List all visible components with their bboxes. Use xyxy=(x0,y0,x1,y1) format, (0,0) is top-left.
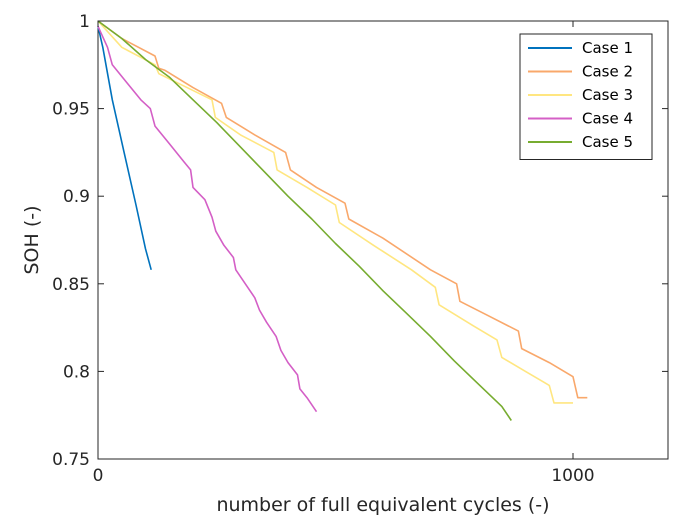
y-tick-label: 0.75 xyxy=(52,450,90,470)
y-tick-label: 0.85 xyxy=(52,275,90,295)
y-tick-label: 0.9 xyxy=(63,187,90,207)
y-axis-label: SOH (-) xyxy=(21,205,43,274)
series-line-case-2 xyxy=(97,20,588,399)
ticks-layer: 0.75 0.8 0.85 0.9 0.95 1 0 1000 xyxy=(52,12,668,486)
series-line-case-1 xyxy=(97,26,152,271)
legend-label-case-4: Case 4 xyxy=(582,110,633,128)
legend-label-case-2: Case 2 xyxy=(582,63,633,81)
y-tick-label: 0.8 xyxy=(63,362,90,382)
series-line-case-5 xyxy=(97,20,512,421)
legend-label-case-3: Case 3 xyxy=(582,86,633,104)
legend-box xyxy=(519,33,653,160)
legend-label-case-1: Case 1 xyxy=(582,39,633,57)
legend: Case 1 Case 2 Case 3 Case 4 Case 5 xyxy=(519,33,653,160)
series-line-case-3 xyxy=(97,20,573,404)
x-axis-label: number of full equivalent cycles (-) xyxy=(216,494,549,516)
y-tick-label: 1 xyxy=(79,12,90,32)
y-tick-label: 0.95 xyxy=(52,100,90,120)
x-tick-label: 0 xyxy=(93,466,104,486)
x-tick-label: 1000 xyxy=(551,466,594,486)
legend-label-case-5: Case 5 xyxy=(582,133,633,151)
series-layer xyxy=(97,20,588,421)
series-line-case-4 xyxy=(97,25,318,413)
